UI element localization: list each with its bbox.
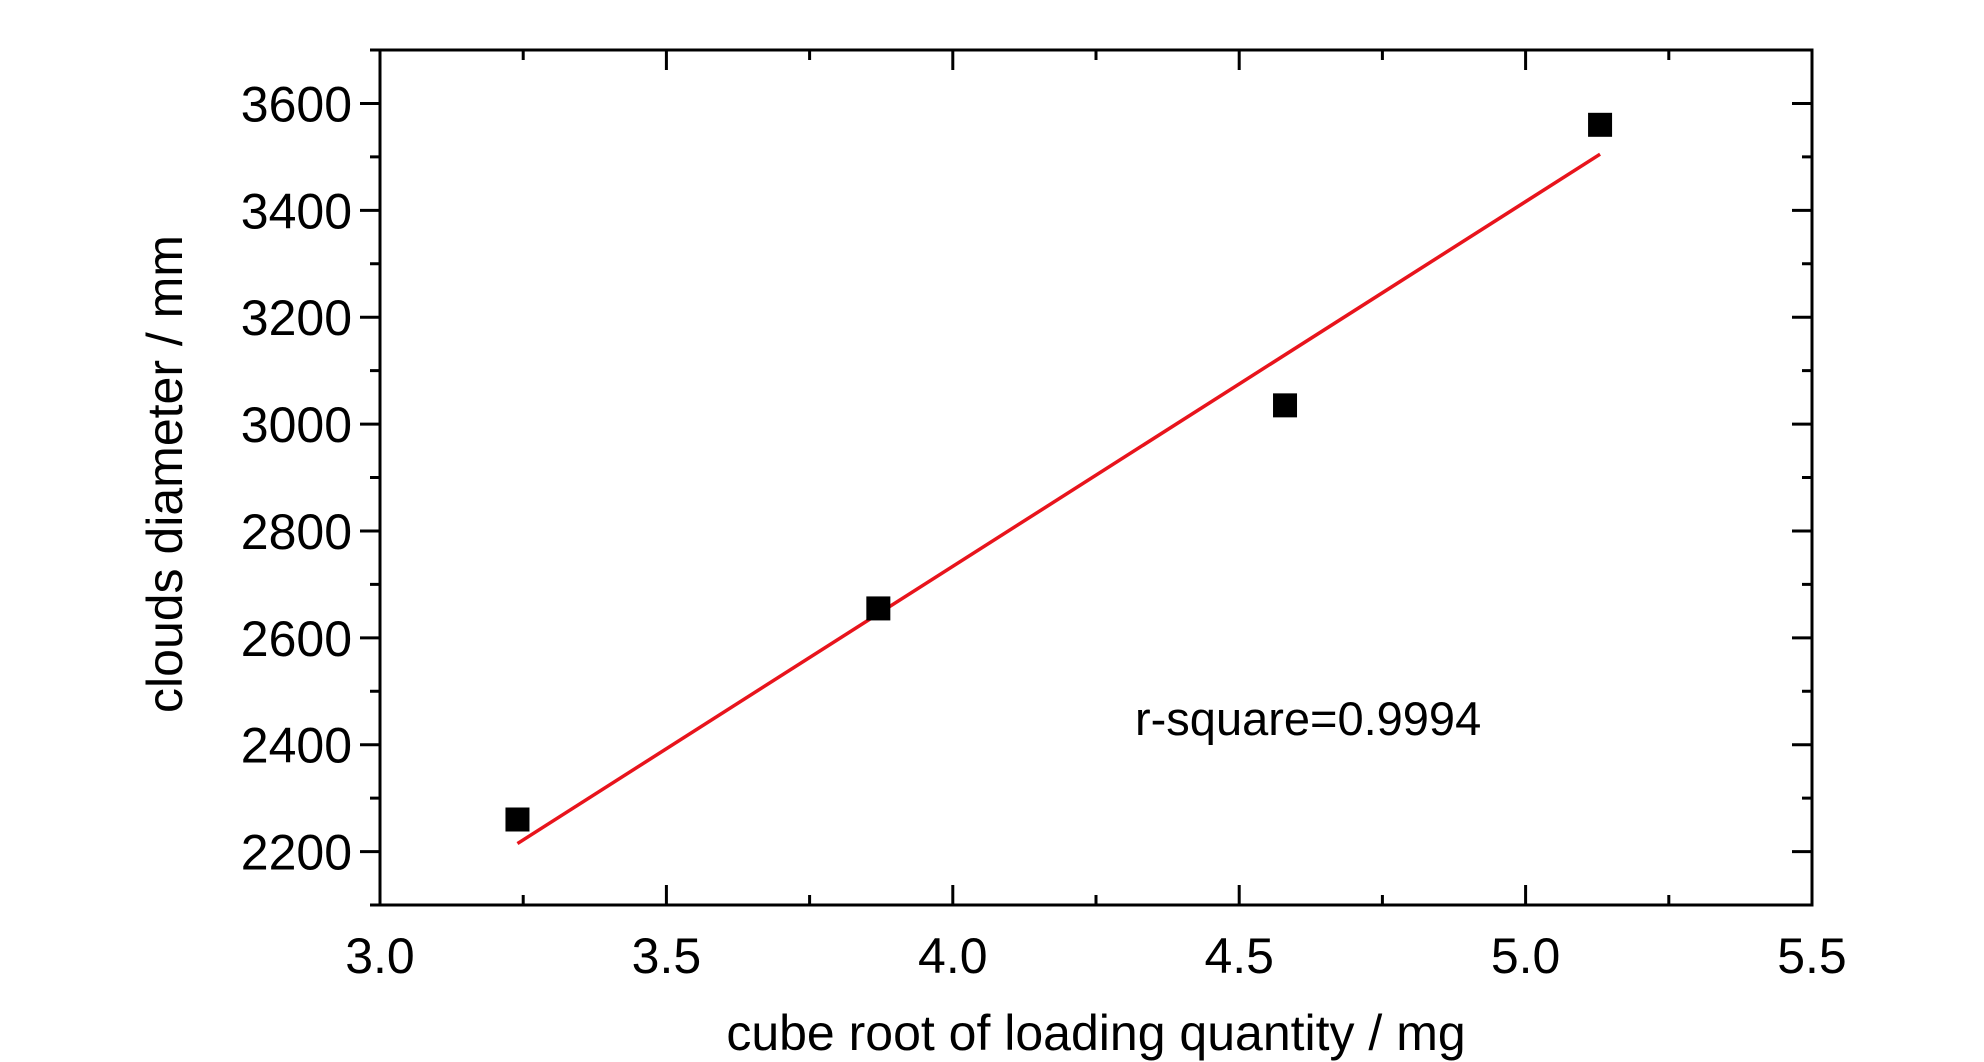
data-point bbox=[866, 596, 891, 621]
x-tick-label: 5.0 bbox=[1491, 928, 1561, 984]
y-tick-label: 2200 bbox=[241, 825, 352, 881]
labels-layer: 3.0 3.5 4.0 4.5 5.0 5.5 2200 2400 2600 2800 3000 32… bbox=[241, 76, 1847, 984]
data-point bbox=[1588, 112, 1613, 137]
x-tick-label: 4.0 bbox=[918, 928, 988, 984]
plot-frame bbox=[378, 48, 1814, 907]
r-square-annotation: r-square=0.9994 bbox=[1135, 692, 1481, 745]
y-tick-label: 3000 bbox=[241, 397, 352, 453]
points-layer bbox=[505, 112, 1613, 832]
x-tick-label: 3.0 bbox=[345, 928, 415, 984]
y-tick-label: 2400 bbox=[241, 718, 352, 774]
x-tick-label: 5.5 bbox=[1777, 928, 1847, 984]
y-tick-label: 2600 bbox=[241, 611, 352, 667]
data-point bbox=[1273, 393, 1298, 418]
x-tick-label: 3.5 bbox=[632, 928, 702, 984]
x-tick-label: 4.5 bbox=[1204, 928, 1274, 984]
y-tick-label: 3600 bbox=[241, 76, 352, 132]
y-axis-label: clouds diameter / mm bbox=[137, 235, 193, 713]
y-tick-label: 3200 bbox=[241, 290, 352, 346]
x-axis-label: cube root of loading quantity / mg bbox=[726, 1005, 1465, 1061]
fit-line bbox=[516, 152, 1602, 846]
data-point bbox=[505, 807, 530, 832]
y-tick-label: 3400 bbox=[241, 183, 352, 239]
y-tick-label: 2800 bbox=[241, 504, 352, 560]
ticks-layer bbox=[360, 48, 1814, 907]
fit-layer bbox=[516, 152, 1602, 846]
